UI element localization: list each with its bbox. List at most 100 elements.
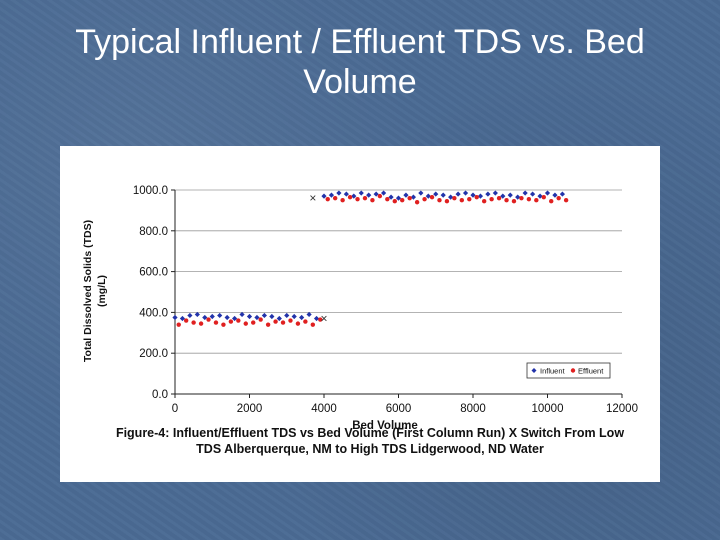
influent-point <box>373 191 379 197</box>
legend-box <box>526 362 611 379</box>
effluent-point <box>496 195 502 201</box>
influent-point <box>209 313 215 320</box>
influent-point <box>515 194 521 200</box>
x-tick-label: 12000 <box>606 403 638 415</box>
influent-point <box>284 312 290 319</box>
influent-point <box>336 190 342 196</box>
effluent-point <box>206 317 211 322</box>
influent-point <box>328 192 335 198</box>
switch-marker: × <box>309 191 316 205</box>
effluent-point <box>481 199 487 204</box>
figure-caption: Figure-4: Influent/Effluent TDS vs Bed V… <box>115 426 625 456</box>
influent-point <box>448 194 454 200</box>
effluent-point <box>474 194 479 200</box>
influent-point <box>507 192 513 198</box>
influent-point <box>366 192 372 198</box>
effluent-point <box>318 317 323 322</box>
effluent-point <box>370 198 375 203</box>
influent-point <box>433 191 439 197</box>
effluent-point <box>191 320 196 325</box>
effluent-point <box>213 320 219 325</box>
influent-point <box>522 190 528 196</box>
x-axis-label: Bed Volume <box>352 420 418 432</box>
influent-point <box>455 191 461 197</box>
slide-title: Typical Influent / Effluent TDS vs. Bed … <box>75 23 645 101</box>
effluent-point <box>221 322 226 327</box>
legend-effluent-label: Effluent <box>578 367 604 376</box>
effluent-point <box>526 196 532 202</box>
influent-point <box>358 190 364 196</box>
influent-point <box>343 191 349 197</box>
influent-point <box>440 192 446 198</box>
x-tick-label: 4000 <box>311 403 337 415</box>
x-tick-label: 0 <box>172 403 178 415</box>
effluent-point <box>459 198 465 203</box>
y-tick-label: 1000.0 <box>133 185 168 197</box>
effluent-point <box>385 196 390 202</box>
influent-point <box>425 193 431 199</box>
effluent-point <box>377 193 383 199</box>
influent-point <box>246 313 253 320</box>
legend: Influent Effluent <box>526 362 611 379</box>
grid-lines <box>175 189 622 354</box>
switch-marker: × <box>320 312 327 326</box>
influent-point <box>485 191 491 197</box>
effluent-point <box>340 198 345 203</box>
influent-point <box>291 313 297 320</box>
x-tick-label: 6000 <box>386 403 412 415</box>
influent-point <box>470 192 476 198</box>
effluent-point <box>511 199 517 204</box>
effluent-point <box>183 318 189 323</box>
influent-point <box>313 315 320 322</box>
influent-point <box>172 314 178 321</box>
legend-effluent-symbol <box>570 368 576 373</box>
tick-labels: 0.0 200.0 400.0 600.0 800.0 1000.0 0 2000 4000 60… <box>133 185 638 415</box>
influent-point <box>321 193 327 199</box>
axes <box>171 189 623 398</box>
effluent-point <box>534 198 539 203</box>
effluent-point <box>407 195 412 201</box>
influent-point <box>388 194 394 200</box>
influent-point <box>552 192 558 198</box>
influent-point <box>299 314 305 321</box>
effluent-point <box>489 196 494 202</box>
influent-point <box>351 193 357 199</box>
effluent-point <box>258 317 263 322</box>
influent-point <box>492 190 498 196</box>
effluent-point <box>444 199 450 204</box>
effluent-point <box>265 322 271 327</box>
influent-point <box>261 312 267 319</box>
y-tick-label: 400.0 <box>139 307 168 319</box>
effluent-point <box>549 199 554 204</box>
tds-scatter-chart: 0.0 200.0 400.0 600.0 800.0 1000.0 0 2000 4000 60… <box>82 185 638 432</box>
effluent-point <box>295 321 301 326</box>
effluent-point <box>504 198 509 203</box>
effluent-point <box>422 196 427 202</box>
effluent-point <box>228 319 234 324</box>
effluent-point <box>325 196 330 202</box>
effluent-point <box>273 319 278 324</box>
influent-point <box>537 193 543 199</box>
y-tick-label: 200.0 <box>139 348 168 360</box>
influent-point <box>202 314 208 321</box>
effluent-point <box>437 198 442 203</box>
influent-point <box>559 191 565 197</box>
influent-point <box>217 312 223 319</box>
data-points <box>172 190 569 327</box>
effluent-point <box>355 196 360 202</box>
influent-point <box>381 190 387 196</box>
influent-point <box>500 193 506 199</box>
effluent-point <box>392 199 397 204</box>
effluent-point <box>519 195 524 201</box>
effluent-point <box>563 198 569 203</box>
effluent-point <box>414 200 420 205</box>
effluent-point <box>176 322 181 327</box>
switch-markers: ×× <box>309 191 327 325</box>
x-tick-label: 2000 <box>237 403 263 415</box>
influent-point <box>187 312 193 319</box>
influent-point <box>395 195 402 201</box>
effluent-point <box>362 195 368 201</box>
effluent-point <box>541 194 546 200</box>
influent-point <box>462 190 469 196</box>
effluent-point <box>310 322 316 327</box>
